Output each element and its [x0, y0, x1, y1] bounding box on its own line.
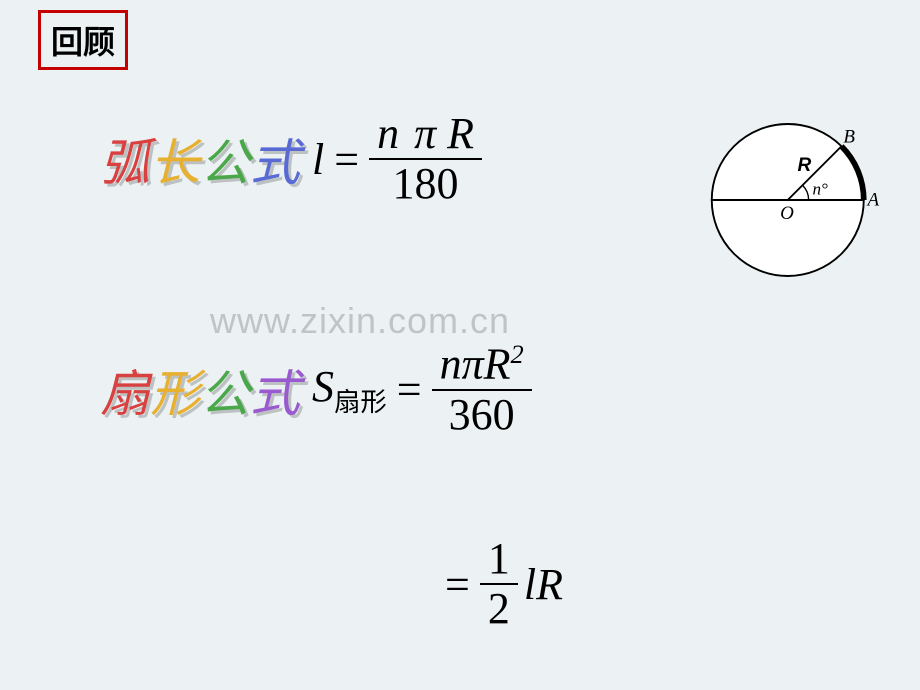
arc-formula-row: 弧长公式 l = n π R 180 [100, 110, 482, 209]
sector-lhs: S扇形 [312, 361, 387, 419]
fancy-char: 扇 [100, 354, 150, 426]
sector-formula: S扇形 = nπR2 360 [312, 340, 532, 439]
arc-numerator: n π R [369, 110, 482, 160]
fancy-char: 式 [250, 123, 300, 195]
arc-formula: l = n π R 180 [312, 110, 482, 209]
arc-denominator: 180 [385, 160, 467, 208]
half-lr-formula: = 1 2 lR [435, 535, 563, 634]
fancy-char: 长 [150, 123, 200, 195]
diagram-label-o: O [780, 203, 794, 224]
fancy-char: 公 [200, 123, 250, 195]
arc-fraction: n π R 180 [369, 110, 482, 209]
watermark-text: www.zixin.com.cn [210, 300, 510, 342]
fancy-char: 公 [200, 354, 250, 426]
fancy-char: 式 [250, 354, 300, 426]
header-review-box: 回顾 [38, 10, 128, 70]
lr-term: lR [524, 559, 563, 610]
sector-denominator: 360 [441, 391, 523, 439]
half-lr-row: = 1 2 lR [435, 535, 563, 634]
sector-label-fancy: 扇形公式 [100, 354, 300, 426]
diagram-label-r: R [798, 155, 812, 176]
sector-formula-row: 扇形公式 S扇形 = nπR2 360 [100, 340, 532, 439]
fancy-char: 形 [150, 354, 200, 426]
diagram-label-b: B [843, 126, 855, 147]
sector-fraction: nπR2 360 [432, 340, 532, 439]
circle-diagram: R n° O A B [695, 105, 890, 295]
sector-numerator: nπR2 [432, 340, 532, 391]
diagram-label-a: A [866, 190, 880, 211]
diagram-label-n: n° [812, 179, 828, 198]
equals-sign: = [334, 134, 359, 185]
arc-label-fancy: 弧长公式 [100, 123, 300, 195]
header-title: 回顾 [51, 24, 115, 60]
arc-lhs: l [312, 134, 324, 185]
one-half-fraction: 1 2 [480, 535, 518, 634]
equals-sign: = [397, 364, 422, 415]
fancy-char: 弧 [100, 123, 150, 195]
equals-sign: = [445, 559, 470, 610]
